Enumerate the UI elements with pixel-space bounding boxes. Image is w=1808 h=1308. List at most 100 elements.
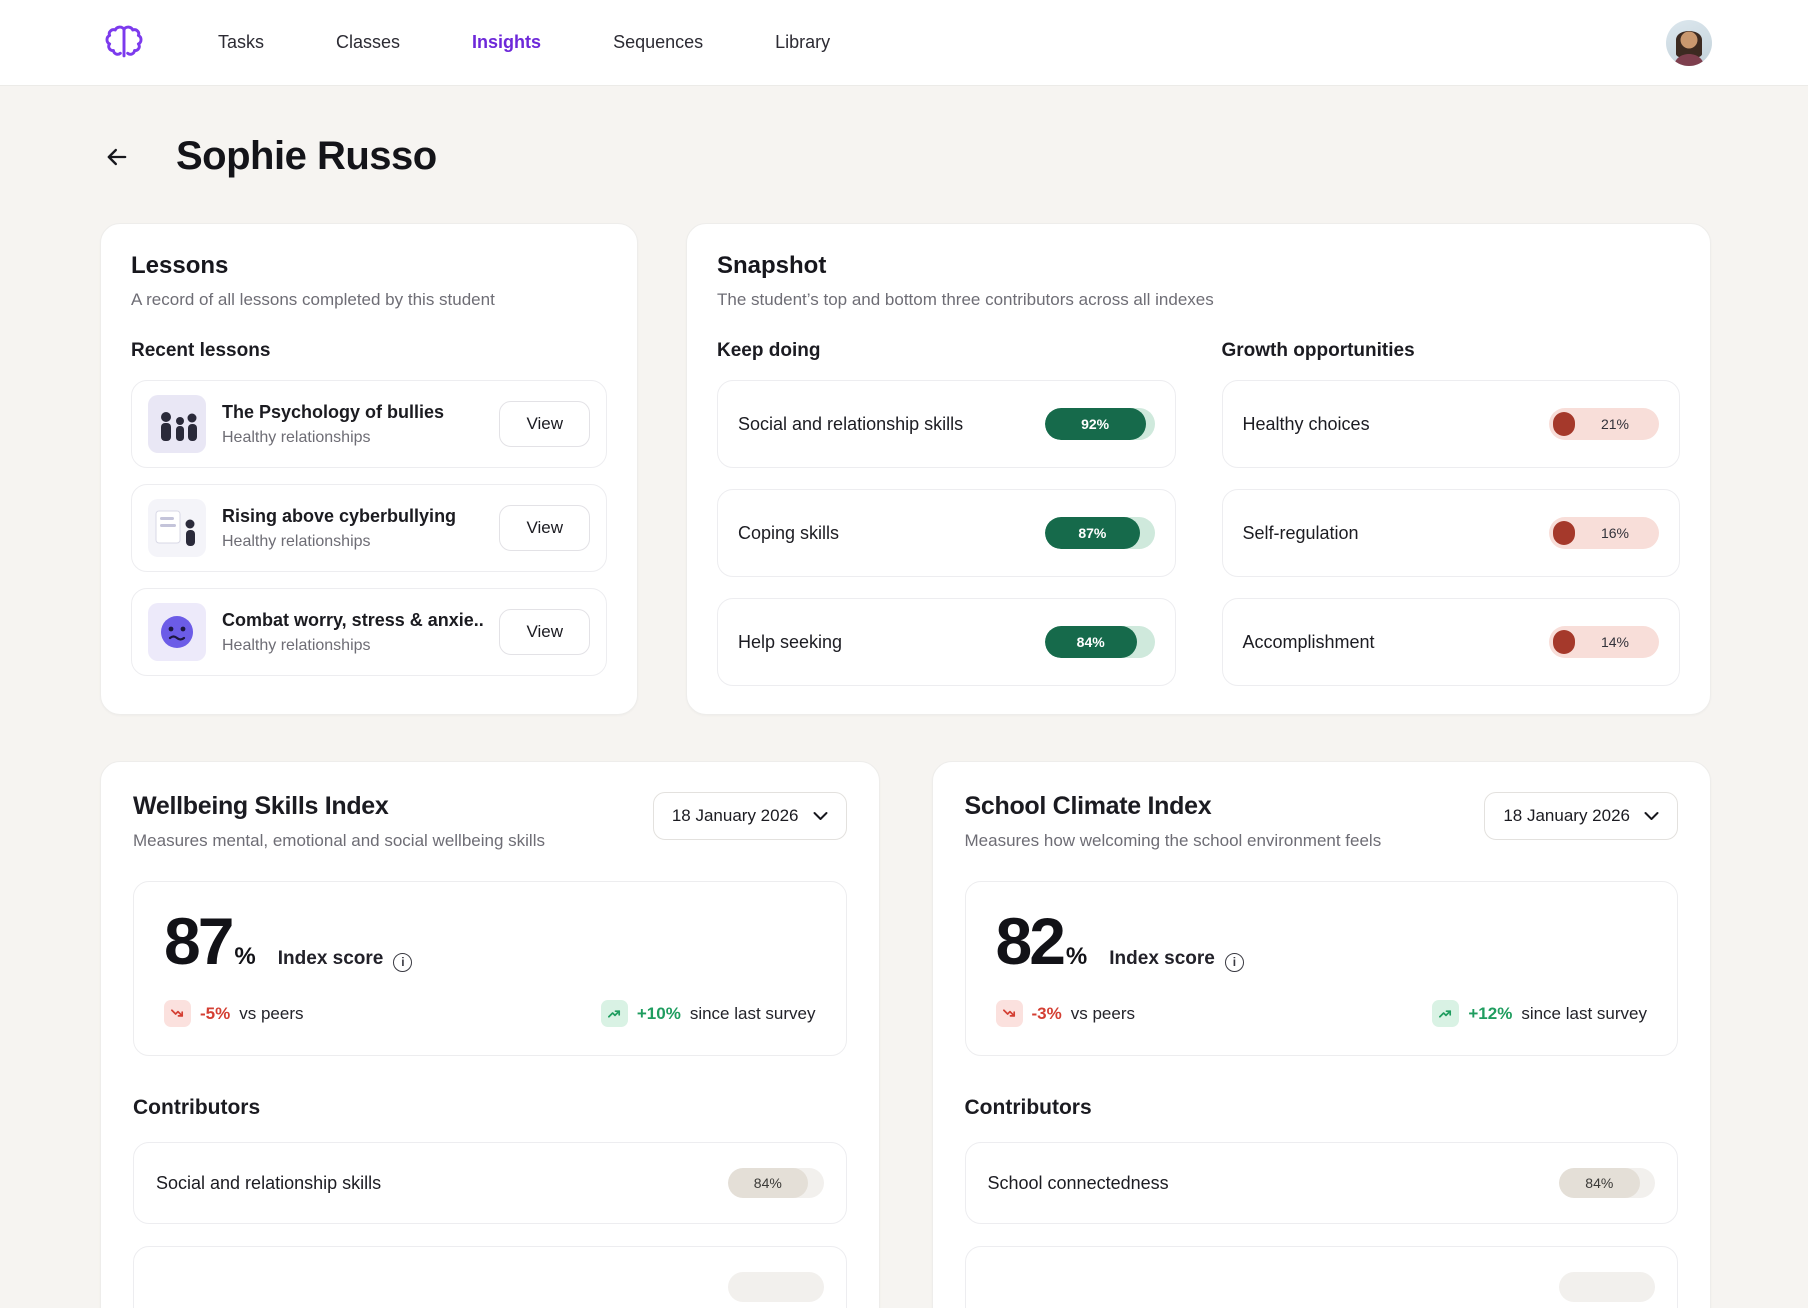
score-pill-negative: 16% [1549, 517, 1659, 549]
lesson-title: The Psychology of bullies [222, 401, 445, 422]
view-lesson-button[interactable]: View [499, 609, 590, 655]
lessons-subtitle: A record of all lessons completed by thi… [131, 290, 495, 309]
vs-peers-badge: -3% vs peers [995, 1000, 1135, 1027]
keep-doing-row: Coping skills 87% [717, 489, 1176, 577]
info-icon[interactable]: i [1224, 952, 1244, 972]
score-pill-value: 84% [1585, 1175, 1614, 1191]
info-icon[interactable]: i [393, 952, 413, 972]
score-pill-positive: 87% [1044, 517, 1155, 549]
score-pill-value: 14% [1600, 634, 1630, 650]
score-pill-value: 16% [1600, 525, 1630, 541]
trend-down-icon [995, 1000, 1023, 1027]
index-score-unit: % [1065, 943, 1088, 970]
score-pill-value: 92% [1081, 416, 1110, 432]
nav-tasks[interactable]: Tasks [218, 32, 265, 52]
trend-down-icon [164, 1000, 191, 1027]
contributor-score-pill: 84% [1559, 1168, 1655, 1198]
snapshot-subtitle: The student’s top and bottom three contr… [717, 290, 1214, 309]
score-pill-positive: 84% [1044, 626, 1155, 658]
contributor-label: Help seeking [738, 631, 843, 652]
keep-doing-row: Social and relationship skills 92% [717, 380, 1176, 468]
since-last-survey-badge: +10% since last survey [600, 1000, 816, 1027]
nav-library[interactable]: Library [775, 32, 831, 52]
contributor-row-partial [964, 1246, 1678, 1308]
score-pill-blob [1553, 630, 1575, 654]
page-title: Sophie Russo [176, 134, 437, 178]
contributor-label: Healthy choices [1242, 413, 1370, 434]
contributor-score-pill [1559, 1272, 1655, 1302]
climate-subtitle: Measures how welcoming the school enviro… [964, 831, 1382, 850]
lesson-row: The Psychology of bullies Healthy relati… [131, 380, 607, 468]
score-pill-blob [1553, 521, 1575, 545]
growth-row: Accomplishment 14% [1221, 598, 1680, 686]
contributors-heading: Contributors [964, 1096, 1092, 1119]
contributor-label: Self-regulation [1242, 522, 1359, 543]
contributor-row-partial [133, 1246, 847, 1308]
score-pill-blob [1553, 412, 1575, 436]
lesson-thumbnail [148, 395, 206, 453]
growth-row: Self-regulation 16% [1221, 489, 1680, 577]
contributor-label: Coping skills [738, 522, 840, 543]
nav-insights[interactable]: Insights [472, 32, 542, 52]
contributor-row: School connectedness 84% [964, 1142, 1678, 1224]
index-score-value: 87 [164, 904, 234, 978]
climate-index-card: School Climate Index Measures how welcom… [931, 761, 1711, 1308]
contributor-score-pill: 84% [727, 1168, 824, 1198]
contributors-heading: Contributors [133, 1096, 261, 1119]
climate-title: School Climate Index [964, 792, 1212, 820]
lesson-row: Combat worry, stress & anxie... Healthy … [131, 588, 607, 676]
trend-up-icon [1432, 1000, 1460, 1027]
brain-logo-icon[interactable] [100, 19, 148, 67]
score-pill-value: 84% [753, 1175, 782, 1191]
back-button[interactable] [100, 140, 134, 174]
contributor-label: Social and relationship skills [738, 413, 964, 434]
nav-classes[interactable]: Classes [336, 32, 401, 52]
keep-doing-heading: Keep doing [717, 340, 821, 361]
wellbeing-date-dropdown[interactable]: 18 January 2026 [652, 792, 847, 840]
score-pill-value: 87% [1078, 525, 1107, 541]
climate-date-dropdown[interactable]: 18 January 2026 [1484, 792, 1678, 840]
lesson-thumbnail [148, 499, 206, 557]
lessons-card: Lessons A record of all lessons complete… [100, 223, 638, 715]
lesson-category: Healthy relationships [222, 428, 371, 446]
growth-row: Healthy choices 21% [1221, 380, 1680, 468]
lesson-category: Healthy relationships [222, 532, 371, 550]
view-lesson-button[interactable]: View [499, 401, 590, 447]
recent-lessons-heading: Recent lessons [131, 340, 271, 361]
wellbeing-title: Wellbeing Skills Index [133, 792, 389, 820]
wellbeing-index-card: Wellbeing Skills Index Measures mental, … [100, 761, 880, 1308]
contributor-score-pill [727, 1272, 824, 1302]
nav-sequences[interactable]: Sequences [613, 32, 704, 52]
score-pill-value: 84% [1076, 634, 1105, 650]
score-pill-negative: 14% [1549, 626, 1659, 658]
trend-up-icon [600, 1000, 628, 1027]
lesson-title: Rising above cyberbullying [222, 505, 457, 526]
keep-doing-column: Keep doing Social and relationship skill… [717, 340, 1176, 686]
index-score-unit: % [234, 943, 256, 970]
chevron-down-icon [1644, 812, 1659, 820]
growth-opportunities-column: Growth opportunities Healthy choices 21%… [1221, 340, 1680, 686]
wellbeing-subtitle: Measures mental, emotional and social we… [133, 831, 545, 850]
contributor-label: Accomplishment [1242, 631, 1375, 652]
top-nav: Tasks Classes Insights Sequences Library [0, 0, 1808, 86]
climate-score-box: 82 % Index score i -3% vs peers [964, 881, 1678, 1056]
score-pill-negative: 21% [1549, 408, 1659, 440]
lesson-title: Combat worry, stress & anxie... [222, 609, 484, 630]
contributor-label: Social and relationship skills [156, 1172, 382, 1193]
index-score-label: Index score [1109, 948, 1215, 969]
index-score-label: Index score [277, 948, 384, 969]
growth-heading: Growth opportunities [1221, 340, 1415, 361]
lesson-row: Rising above cyberbullying Healthy relat… [131, 484, 607, 572]
vs-peers-badge: -5% vs peers [164, 1000, 303, 1027]
main-nav: Tasks Classes Insights Sequences Library [218, 32, 1666, 53]
user-avatar[interactable] [1666, 19, 1712, 66]
keep-doing-row: Help seeking 84% [717, 598, 1176, 686]
index-score-value: 82 [995, 904, 1066, 978]
lesson-category: Healthy relationships [222, 636, 371, 654]
view-lesson-button[interactable]: View [499, 505, 590, 551]
lessons-title: Lessons [131, 252, 229, 279]
snapshot-title: Snapshot [717, 252, 827, 279]
lesson-thumbnail [148, 603, 206, 661]
snapshot-card: Snapshot The student’s top and bottom th… [686, 223, 1711, 715]
score-pill-positive: 92% [1044, 408, 1155, 440]
